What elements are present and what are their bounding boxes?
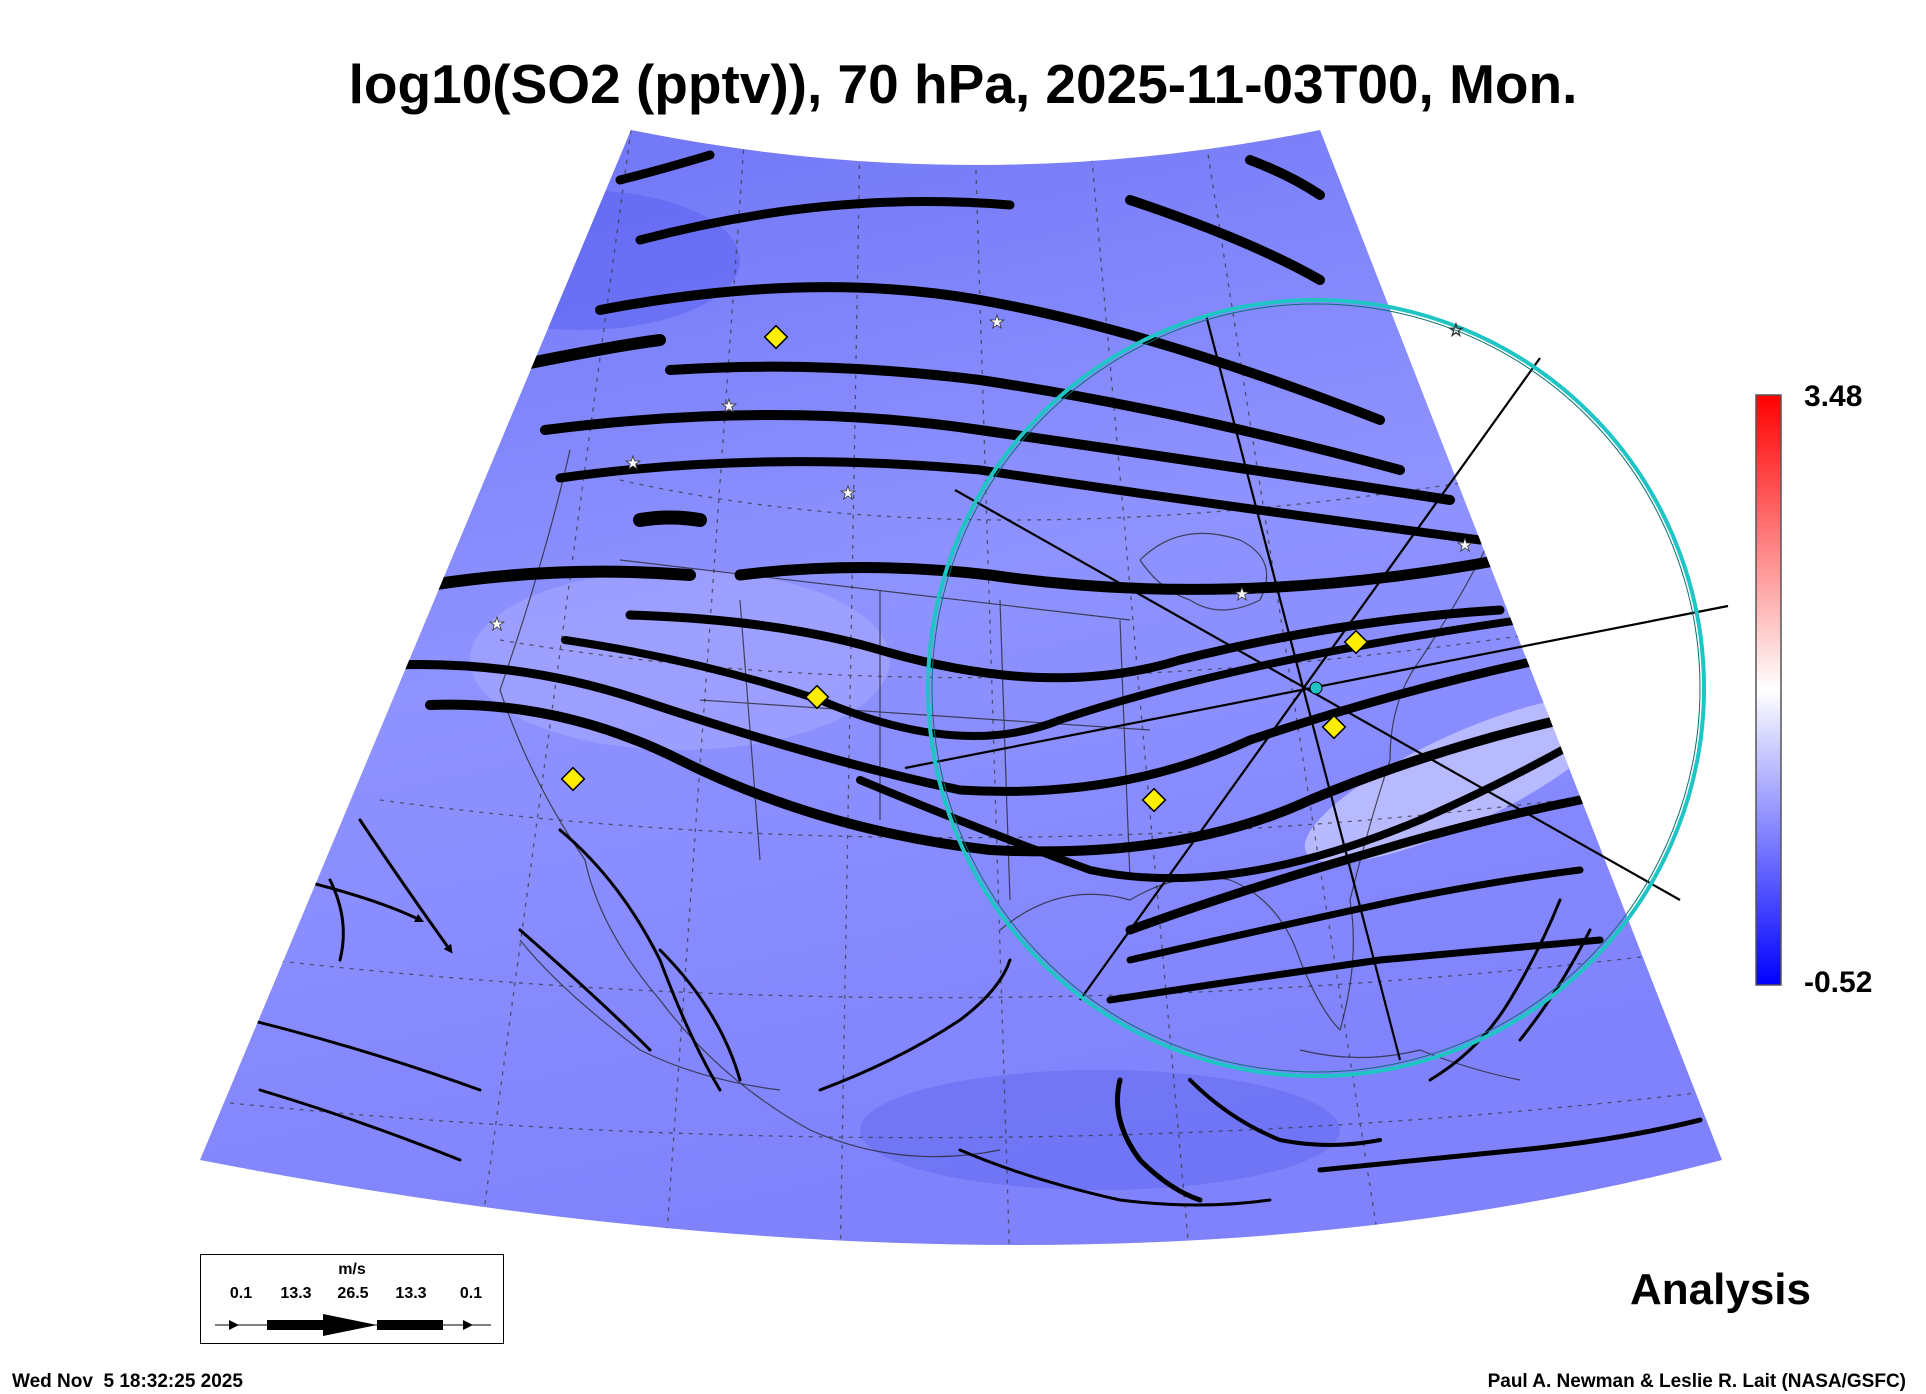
site-marker [1141, 787, 1167, 813]
lat-lon-grid [200, 130, 1722, 1245]
plot-title: log10(SO2 (pptv)), 70 hPa, 2025-11-03T00… [348, 53, 1578, 115]
station-star: ★ [840, 483, 856, 504]
wind-speed-legend: m/s 0.1 13.3 26.5 13.3 0.1 [200, 1254, 504, 1344]
colorbar-min-label: -0.52 [1804, 966, 1873, 999]
footer-timestamp: Wed Nov 5 18:32:25 2025 [12, 1371, 243, 1392]
station-star: ★ [721, 396, 737, 417]
station-star: ★ [1457, 535, 1473, 556]
site-marker [763, 324, 789, 350]
site-marker [804, 684, 830, 710]
station-markers: ★ ★ ★ ★ ★ ★ ★ ☆ [489, 312, 1474, 636]
field-patch [860, 1070, 1340, 1190]
colorbar [1755, 394, 1782, 986]
footer-credit: Paul A. Newman & Leslie R. Lait (NASA/GS… [1487, 1371, 1906, 1392]
station-star: ★ [1234, 584, 1250, 605]
legend-arrow [215, 1314, 491, 1336]
legend-tick: 26.5 [337, 1285, 369, 1302]
site-marker [1343, 629, 1369, 655]
site-marker [1321, 714, 1347, 740]
legend-unit: m/s [338, 1261, 366, 1278]
station-star: ☆ [1448, 320, 1464, 341]
legend-tick: 13.3 [280, 1285, 312, 1302]
product-label: Analysis [1630, 1265, 1811, 1314]
station-star: ★ [625, 453, 641, 474]
legend-tick: 0.1 [459, 1285, 483, 1302]
site-marker [560, 766, 586, 792]
range-ring-inner [931, 303, 1701, 1073]
colorbar-max-label: 3.48 [1804, 380, 1863, 413]
field-patch [1304, 697, 1616, 863]
station-star: ★ [989, 312, 1005, 333]
legend-tick: 0.1 [229, 1285, 253, 1302]
wind-streamlines [248, 150, 1703, 1207]
legend-tick: 13.3 [395, 1285, 427, 1302]
range-ring [926, 298, 1706, 1078]
site-markers [560, 324, 1369, 813]
center-marker [1309, 681, 1323, 695]
field-patch [420, 190, 740, 330]
station-star: ★ [489, 614, 505, 635]
